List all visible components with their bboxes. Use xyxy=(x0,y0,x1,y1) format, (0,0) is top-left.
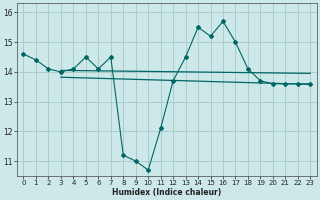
X-axis label: Humidex (Indice chaleur): Humidex (Indice chaleur) xyxy=(112,188,221,197)
